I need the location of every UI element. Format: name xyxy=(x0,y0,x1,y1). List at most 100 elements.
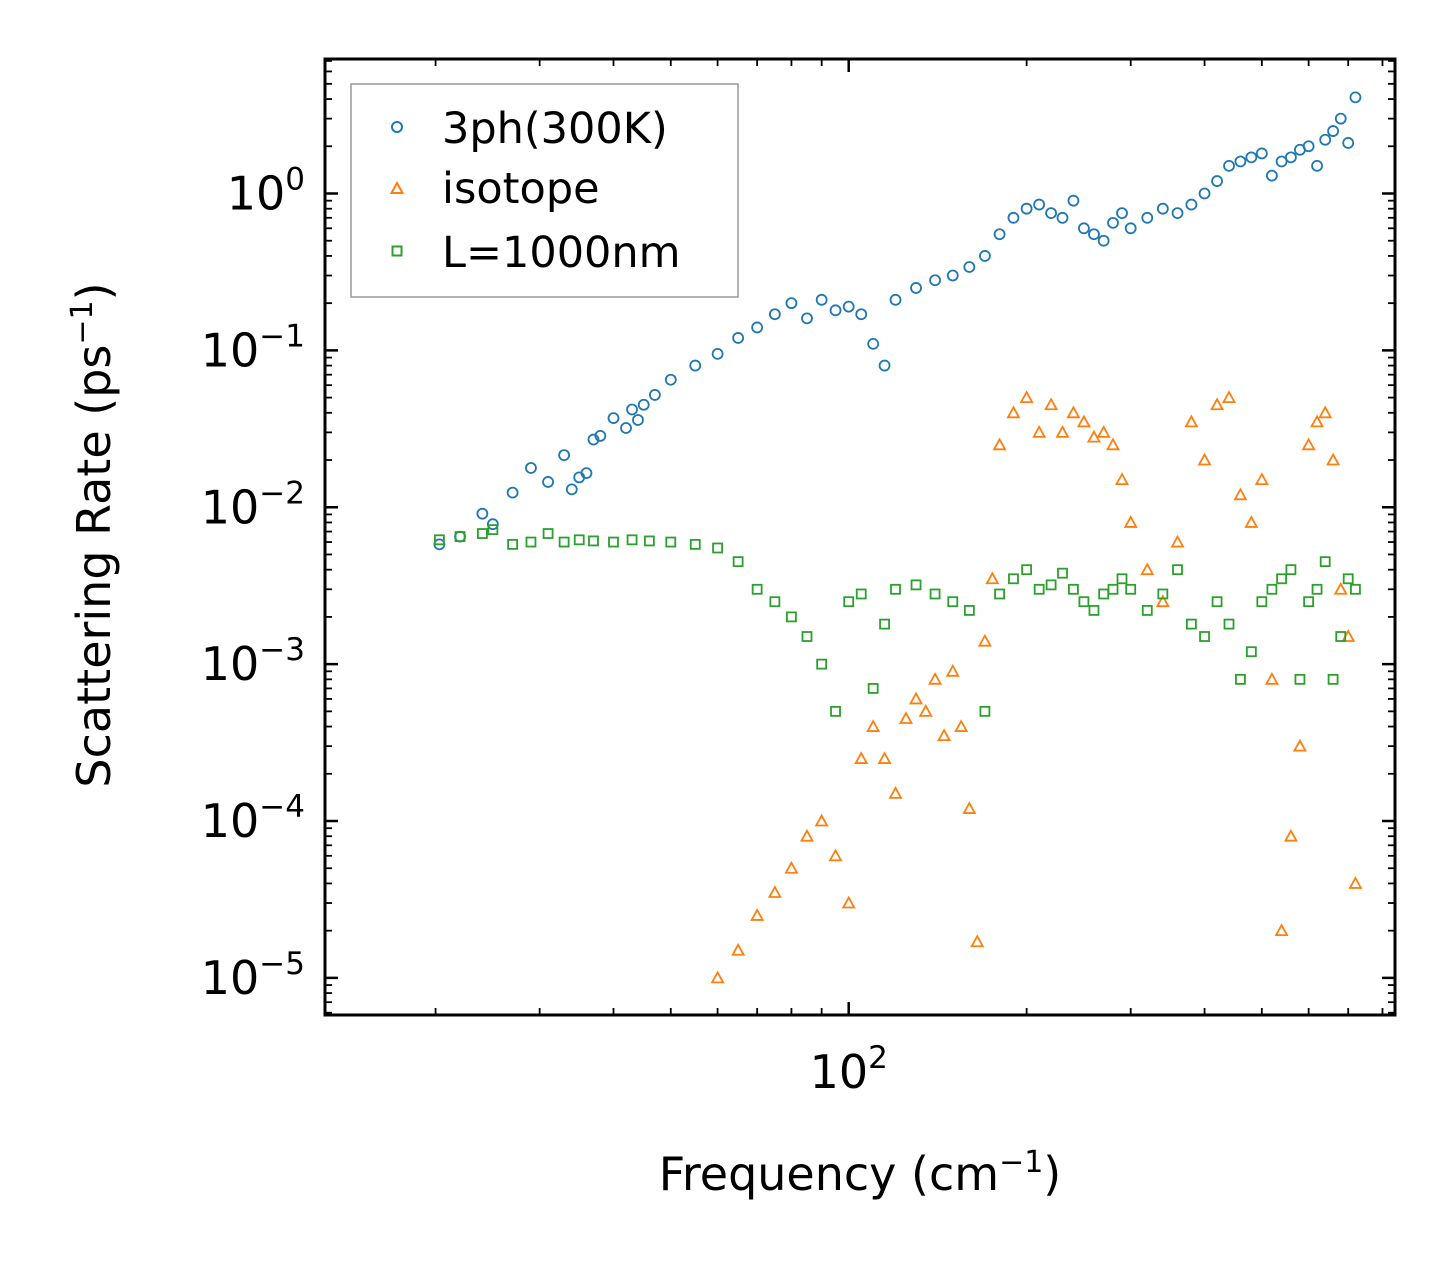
point-3ph xyxy=(1056,211,1069,224)
point-3ph xyxy=(454,530,466,543)
point-3ph xyxy=(525,462,537,474)
data-points-layer xyxy=(433,91,1363,984)
point-boundary xyxy=(1088,605,1100,616)
point-isotope xyxy=(945,663,960,677)
point-boundary xyxy=(665,536,677,548)
point-boundary xyxy=(1141,605,1153,616)
point-3ph xyxy=(815,293,828,306)
point-boundary xyxy=(712,542,723,554)
point-boundary xyxy=(1223,618,1235,630)
point-isotope xyxy=(1233,487,1248,501)
point-isotope xyxy=(1274,923,1289,937)
point-boundary xyxy=(1211,596,1223,608)
point-isotope xyxy=(1044,397,1059,411)
point-isotope xyxy=(866,719,881,732)
point-isotope xyxy=(1155,594,1170,608)
legend-marker-circle-icon xyxy=(391,121,403,133)
point-boundary xyxy=(1335,631,1347,642)
point-isotope xyxy=(1140,562,1155,576)
point-boundary xyxy=(732,556,744,568)
point-boundary xyxy=(1285,564,1297,576)
point-3ph xyxy=(1302,140,1315,153)
point-3ph xyxy=(929,274,941,287)
point-boundary xyxy=(689,538,701,550)
point-isotope xyxy=(841,895,856,909)
point-boundary xyxy=(588,535,599,547)
point-3ph xyxy=(620,422,632,434)
legend-marker-square-icon xyxy=(391,245,403,257)
point-3ph xyxy=(785,297,798,310)
point-3ph xyxy=(1319,133,1332,146)
y-axis-label: Scattering Rate (ps−1) xyxy=(65,282,121,787)
point-boundary xyxy=(1199,631,1210,642)
point-3ph xyxy=(1198,187,1211,200)
point-isotope xyxy=(992,437,1007,451)
point-isotope xyxy=(918,703,933,717)
x-axis-label: Frequency (cm−1) xyxy=(659,1145,1062,1201)
point-boundary xyxy=(947,596,959,608)
point-isotope xyxy=(750,908,765,921)
point-3ph xyxy=(558,449,571,462)
point-isotope xyxy=(1006,405,1021,419)
point-boundary xyxy=(1185,618,1197,630)
y-tick-label: 10−1 xyxy=(201,318,305,377)
point-3ph xyxy=(1078,222,1090,235)
point-3ph xyxy=(506,486,519,499)
point-boundary xyxy=(1303,596,1315,608)
legend-marker-triangle-icon xyxy=(389,180,405,194)
point-isotope xyxy=(1210,397,1225,411)
point-isotope xyxy=(1184,414,1199,428)
point-3ph xyxy=(1265,169,1278,182)
point-3ph xyxy=(751,321,764,334)
point-isotope xyxy=(814,813,829,827)
point-boundary xyxy=(830,705,841,717)
point-boundary xyxy=(1098,588,1110,600)
point-isotope xyxy=(962,801,977,814)
point-3ph xyxy=(979,250,991,262)
point-isotope xyxy=(1318,405,1333,419)
point-isotope xyxy=(854,751,869,764)
point-boundary xyxy=(751,583,763,595)
point-isotope xyxy=(1170,534,1185,548)
series-isotope xyxy=(710,390,1363,984)
point-3ph xyxy=(594,429,607,442)
point-boundary xyxy=(1116,573,1128,585)
point-isotope xyxy=(1310,414,1325,428)
point-boundary xyxy=(1311,583,1323,595)
point-isotope xyxy=(1076,414,1091,428)
point-3ph xyxy=(1124,222,1137,235)
point-boundary xyxy=(433,534,445,546)
point-boundary xyxy=(1107,583,1119,595)
point-boundary xyxy=(476,528,488,539)
point-isotope xyxy=(1019,390,1034,403)
point-isotope xyxy=(928,671,943,685)
point-3ph xyxy=(1171,207,1184,219)
point-boundary xyxy=(855,588,867,600)
point-3ph xyxy=(1020,202,1033,215)
point-boundary xyxy=(843,596,855,608)
point-isotope xyxy=(710,970,725,984)
point-3ph xyxy=(946,269,959,282)
point-3ph xyxy=(1007,211,1020,224)
point-boundary xyxy=(542,528,554,539)
point-isotope xyxy=(954,719,969,732)
point-boundary xyxy=(910,579,922,591)
point-isotope xyxy=(1264,671,1279,685)
point-boundary xyxy=(558,536,570,548)
point-boundary xyxy=(1021,564,1033,576)
point-3ph xyxy=(867,337,880,350)
point-3ph xyxy=(1234,155,1247,168)
point-isotope xyxy=(1333,581,1348,595)
point-isotope xyxy=(1283,828,1298,842)
point-3ph xyxy=(910,282,922,294)
point-3ph xyxy=(689,359,702,372)
point-3ph xyxy=(587,433,600,446)
point-isotope xyxy=(1326,452,1341,466)
point-boundary xyxy=(1008,573,1019,585)
point-3ph xyxy=(1088,228,1100,241)
point-3ph xyxy=(1311,159,1323,172)
point-isotope xyxy=(767,885,782,898)
y-tick-label: 10−4 xyxy=(201,789,305,848)
point-isotope xyxy=(970,934,985,948)
point-boundary xyxy=(963,605,975,616)
